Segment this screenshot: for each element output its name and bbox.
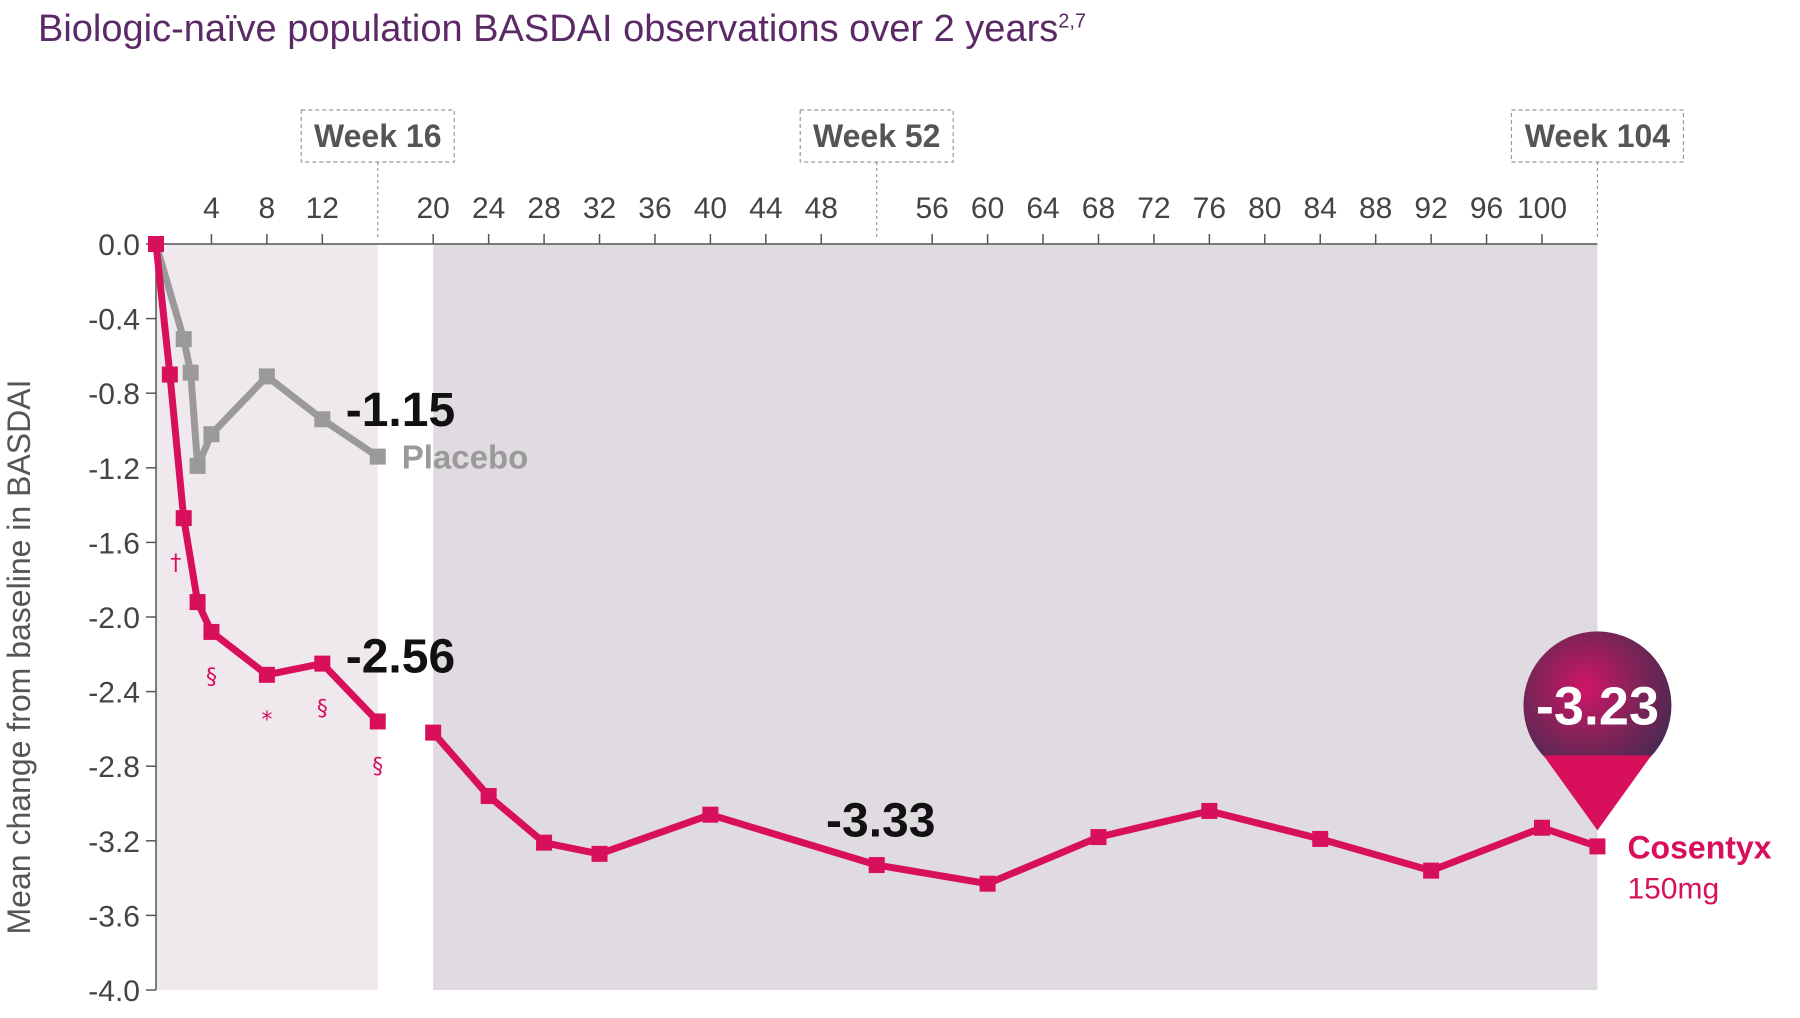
placebo-series-label: Placebo [402,439,529,476]
chart-title-superscript: 2,7 [1058,10,1087,33]
x-tick-label: 8 [259,192,276,225]
y-tick-label: -0.4 [88,304,140,337]
cosentyx-data-point [1589,838,1606,855]
x-tick-label: 28 [527,192,560,225]
week-marker-box [300,109,455,163]
cosentyx-data-point [369,713,386,730]
placebo-data-point [369,448,386,465]
cosentyx-value-label-week104: -3.23 [1536,676,1659,736]
significance-marker: § [372,754,383,779]
x-tick-label: 88 [1359,192,1392,225]
x-tick-label: 20 [417,192,450,225]
cosentyx-data-point [1090,829,1107,846]
x-tick-label: 12 [306,192,339,225]
week-marker-label: Week 104 [1525,118,1671,154]
x-tick-label: 100 [1517,192,1567,225]
y-tick-label: -2.8 [88,751,140,784]
x-tick-label: 56 [915,192,948,225]
cosentyx-data-point [148,236,164,252]
cosentyx-dose-label: 150mg [1627,872,1719,905]
placebo-data-point [258,368,275,385]
cosentyx-data-point [1534,819,1550,836]
x-tick-label: 4 [203,192,220,225]
chart-title: Biologic-naïve population BASDAI observa… [38,8,1086,51]
x-tick-label: 24 [472,192,505,225]
week-marker-label: Week 52 [813,118,941,154]
cosentyx-data-point [1423,862,1440,879]
placebo-data-point [314,411,331,428]
cosentyx-data-point [161,366,178,383]
placebo-data-point [203,426,220,443]
cosentyx-data-point [979,875,996,892]
x-tick-label: 48 [805,192,838,225]
x-tick-label: 96 [1470,192,1503,225]
x-tick-label: 72 [1137,192,1170,225]
cosentyx-data-point [1312,830,1329,847]
y-tick-label: -1.2 [88,453,140,486]
cosentyx-data-point [1201,802,1218,819]
x-tick-label: 64 [1026,192,1059,225]
y-tick-label: -3.6 [88,900,140,933]
cosentyx-series-line [152,240,382,725]
y-tick-label: -2.4 [88,677,140,710]
x-tick-label: 80 [1248,192,1281,225]
cosentyx-value-label-week16: -2.56 [346,630,455,683]
x-tick-label: 32 [583,192,616,225]
y-axis-title: Mean change from baseline in BASDAI [1,380,37,935]
phase-band-2 [433,244,1598,990]
cosentyx-data-point [258,666,275,683]
week-marker-box [799,109,954,163]
significance-marker: * [261,708,272,733]
x-tick-label: 84 [1304,192,1337,225]
week-marker-box [1510,109,1685,163]
cosentyx-data-point [314,655,331,672]
cosentyx-data-point [189,594,206,611]
placebo-data-point [182,364,199,381]
cosentyx-data-point [480,788,497,805]
x-tick-label: 40 [694,192,727,225]
cosentyx-series-label: Cosentyx [1627,829,1771,865]
y-tick-label: -0.8 [88,378,140,411]
significance-marker: § [317,697,328,722]
x-tick-label: 92 [1414,192,1447,225]
chart-title-text: Biologic-naïve population BASDAI observa… [38,8,1059,50]
y-tick-label: -2.0 [88,602,140,635]
y-tick-label: -1.6 [88,527,140,560]
x-tick-label: 60 [971,192,1004,225]
significance-marker: † [170,551,181,576]
cosentyx-data-point [203,623,220,640]
cosentyx-data-point [175,510,192,527]
cosentyx-data-point [591,845,608,862]
cosentyx-data-point [536,834,553,851]
significance-marker: § [206,665,217,690]
x-tick-label: 68 [1082,192,1115,225]
y-tick-label: 0.0 [98,229,140,262]
x-tick-label: 44 [749,192,782,225]
final-value-bubble [1523,631,1672,780]
x-tick-label: 36 [638,192,671,225]
placebo-data-point [189,457,206,474]
week-marker-label: Week 16 [314,118,442,154]
placebo-value-label: -1.15 [346,384,455,437]
cosentyx-data-point [868,857,885,874]
placebo-data-point [175,331,192,348]
cosentyx-data-point [425,724,442,741]
y-tick-label: -4.0 [88,975,140,1008]
final-value-pointer [1543,755,1652,831]
cosentyx-data-point [702,806,719,823]
y-tick-label: -3.2 [88,826,140,859]
cosentyx-value-label-week52: -3.33 [826,794,935,847]
x-tick-label: 76 [1193,192,1226,225]
